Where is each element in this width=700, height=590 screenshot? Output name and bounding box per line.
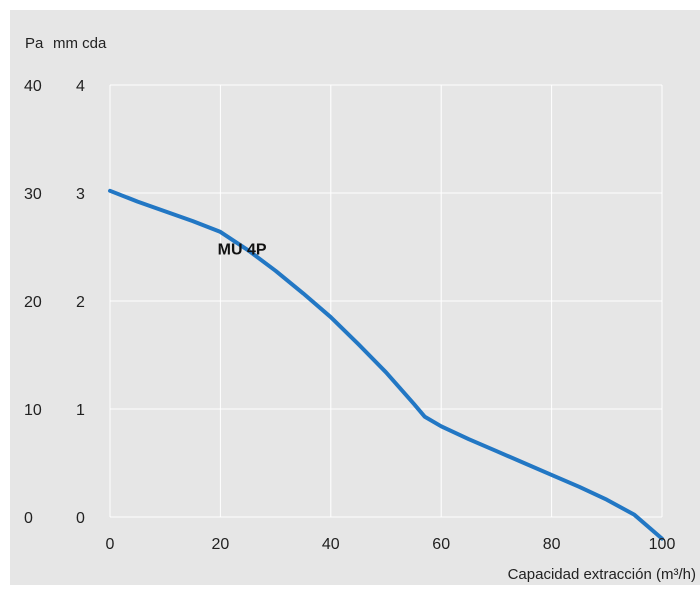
chart-panel: MU 4P Pa mm cda Capacidad extracción (m³… (10, 10, 700, 585)
chart: MU 4P Pa mm cda Capacidad extracción (m³… (24, 35, 696, 583)
y-tick-mmcda: 2 (76, 294, 85, 311)
x-tick: 40 (322, 536, 340, 553)
x-axis-label: Capacidad extracción (m³/h) (508, 566, 696, 583)
x-tick: 20 (212, 536, 230, 553)
x-tick: 100 (649, 536, 676, 553)
x-tick: 60 (432, 536, 450, 553)
y-tick-mmcda: 4 (76, 78, 85, 95)
grid (109, 84, 663, 518)
series-label: MU 4P (218, 242, 267, 259)
x-tick: 80 (543, 536, 561, 553)
y-tick-mmcda: 3 (76, 186, 85, 203)
y-unit-left-label: Pa (25, 35, 44, 52)
y-tick-mmcda: 1 (76, 402, 85, 419)
y-tick-pa: 10 (24, 402, 42, 419)
y-tick-pa: 0 (24, 510, 33, 527)
y-tick-pa: 40 (24, 78, 42, 95)
curves: MU 4P (108, 188, 664, 541)
y-unit-right-label: mm cda (53, 35, 107, 52)
y-tick-pa: 30 (24, 186, 42, 203)
series-line (108, 188, 664, 541)
x-tick: 0 (106, 536, 115, 553)
labels: Pa mm cda Capacidad extracción (m³/h) (25, 35, 696, 583)
y-tick-pa: 20 (24, 294, 42, 311)
y-tick-mmcda: 0 (76, 510, 85, 527)
